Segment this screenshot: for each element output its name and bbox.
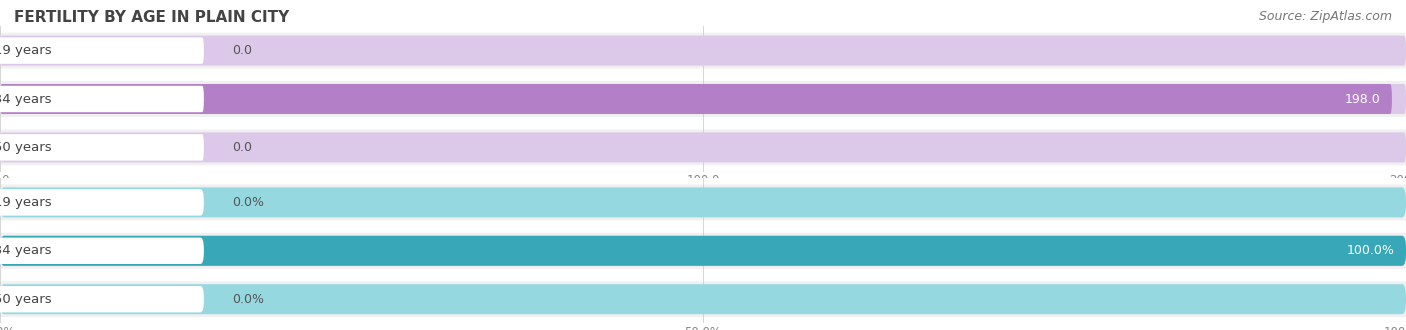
Text: 35 to 50 years: 35 to 50 years — [0, 141, 52, 154]
FancyBboxPatch shape — [0, 37, 204, 64]
FancyBboxPatch shape — [0, 233, 1406, 269]
FancyBboxPatch shape — [0, 81, 1406, 117]
FancyBboxPatch shape — [0, 236, 1406, 266]
FancyBboxPatch shape — [0, 132, 1406, 162]
FancyBboxPatch shape — [0, 284, 1406, 314]
FancyBboxPatch shape — [0, 286, 204, 313]
Text: 0.0: 0.0 — [232, 141, 252, 154]
Text: 15 to 19 years: 15 to 19 years — [0, 44, 52, 57]
Text: 0.0%: 0.0% — [232, 196, 264, 209]
Text: 20 to 34 years: 20 to 34 years — [0, 244, 52, 257]
Text: 100.0%: 100.0% — [1347, 244, 1395, 257]
FancyBboxPatch shape — [0, 134, 204, 161]
Text: 15 to 19 years: 15 to 19 years — [0, 196, 52, 209]
Text: 0.0%: 0.0% — [232, 293, 264, 306]
FancyBboxPatch shape — [0, 33, 1406, 69]
FancyBboxPatch shape — [0, 84, 1406, 114]
FancyBboxPatch shape — [0, 184, 1406, 220]
FancyBboxPatch shape — [0, 189, 204, 215]
Text: 20 to 34 years: 20 to 34 years — [0, 92, 52, 106]
FancyBboxPatch shape — [0, 238, 204, 264]
Text: 0.0: 0.0 — [232, 44, 252, 57]
FancyBboxPatch shape — [0, 281, 1406, 317]
FancyBboxPatch shape — [0, 236, 1406, 266]
Text: 35 to 50 years: 35 to 50 years — [0, 293, 52, 306]
FancyBboxPatch shape — [0, 129, 1406, 165]
Text: 198.0: 198.0 — [1346, 92, 1381, 106]
FancyBboxPatch shape — [0, 36, 1406, 66]
FancyBboxPatch shape — [0, 187, 1406, 217]
FancyBboxPatch shape — [0, 86, 204, 112]
FancyBboxPatch shape — [0, 84, 1392, 114]
Text: Source: ZipAtlas.com: Source: ZipAtlas.com — [1258, 10, 1392, 23]
Text: FERTILITY BY AGE IN PLAIN CITY: FERTILITY BY AGE IN PLAIN CITY — [14, 10, 290, 25]
